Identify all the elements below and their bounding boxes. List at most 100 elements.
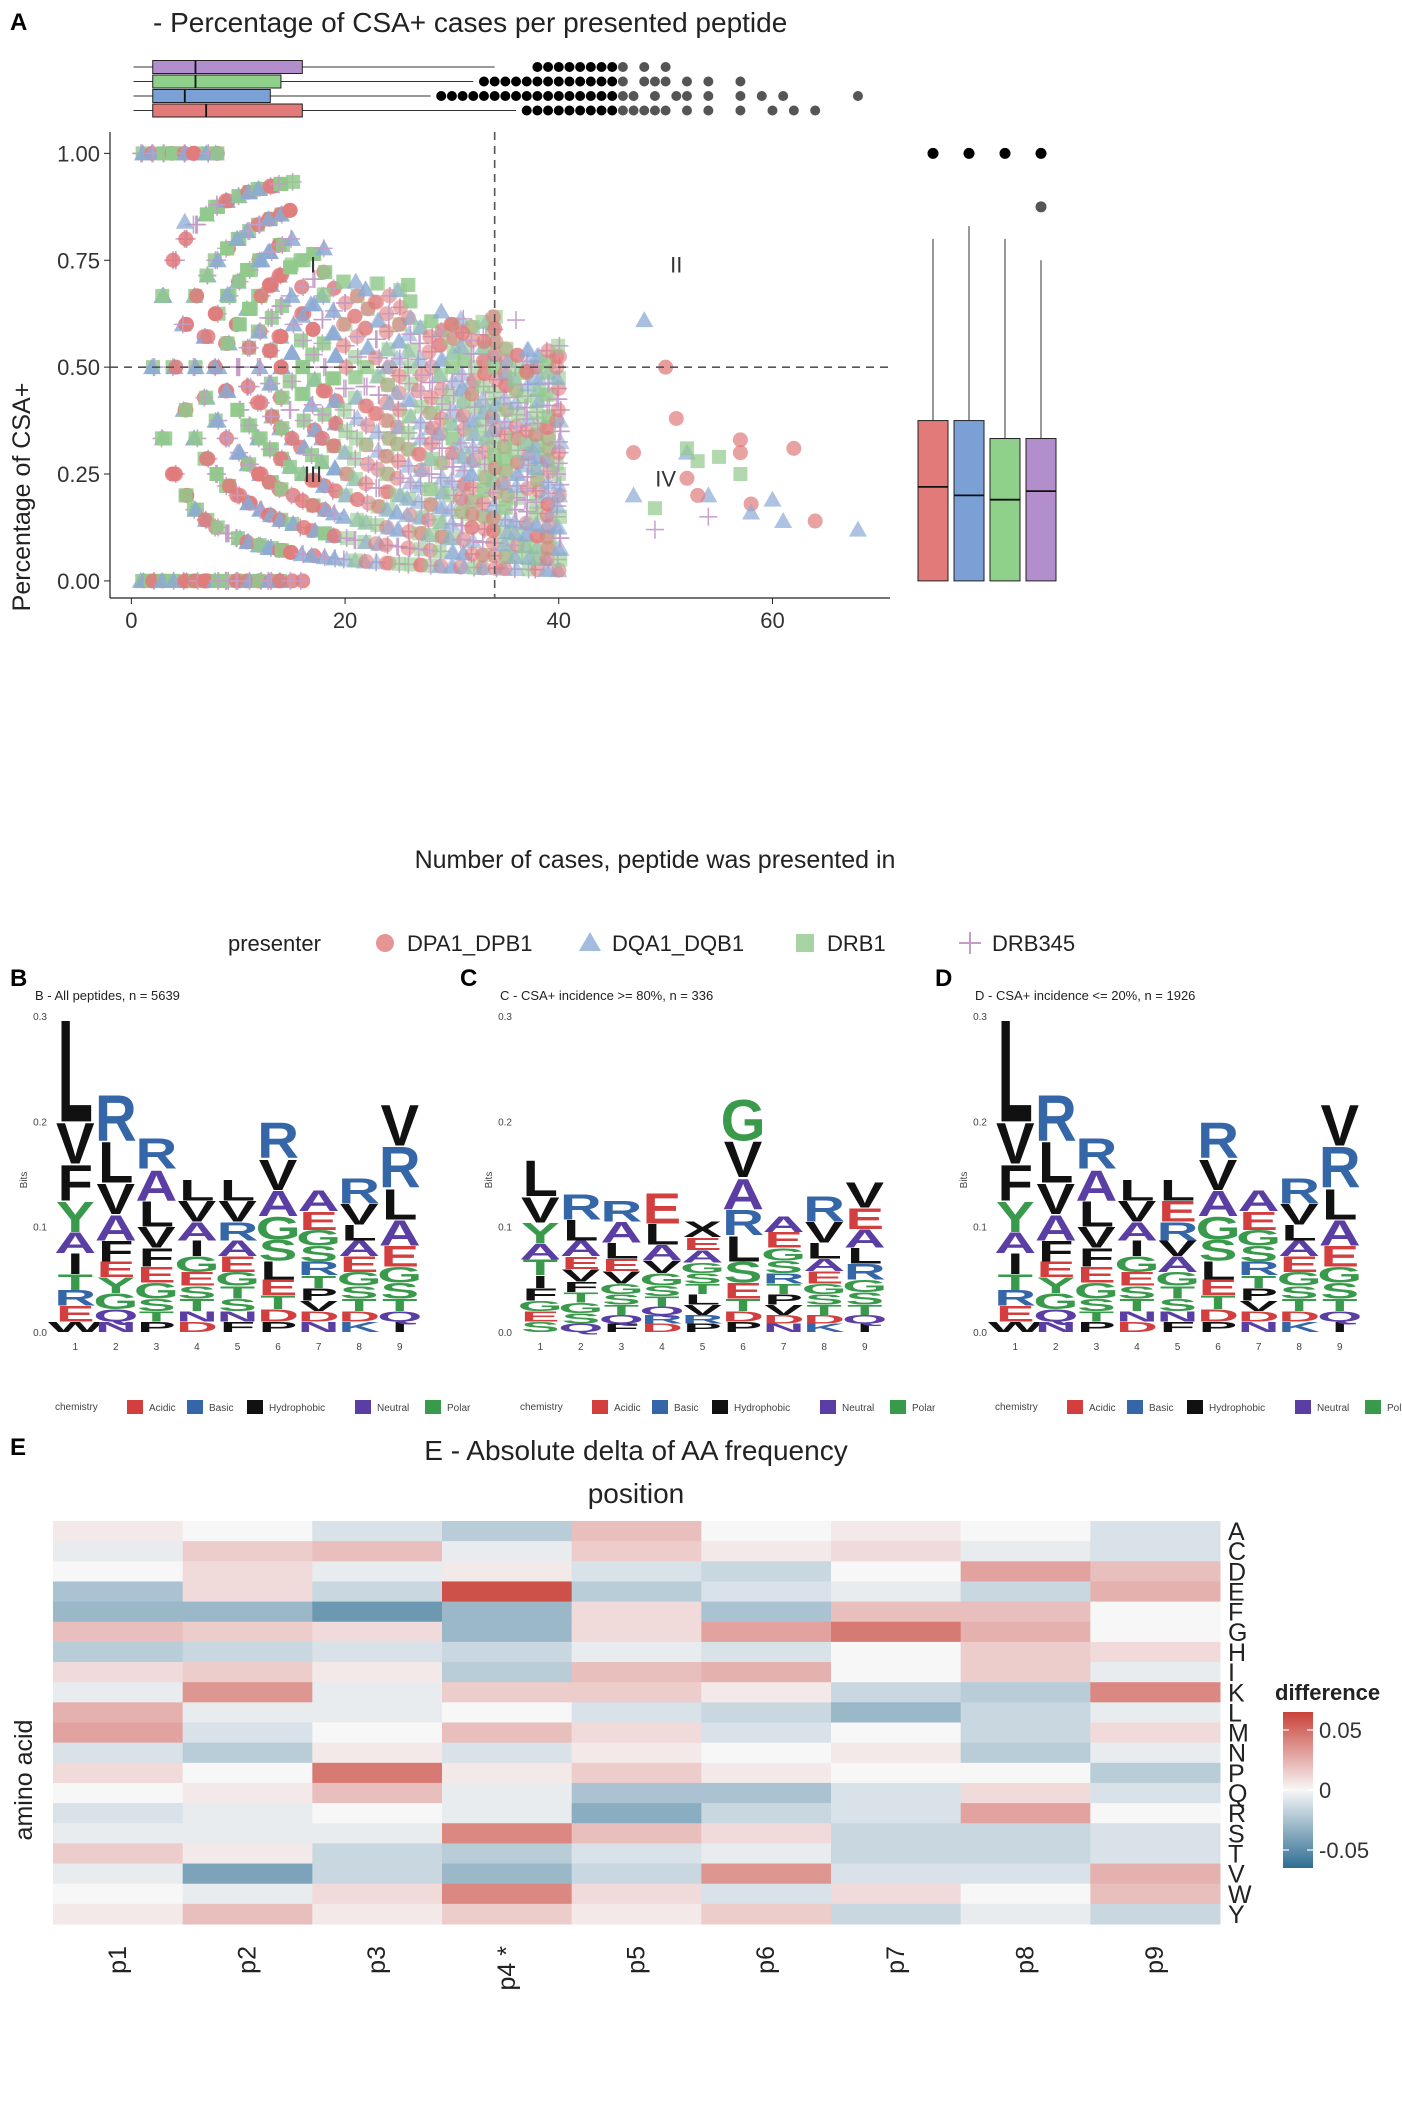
top-box-outlier [532,91,543,101]
point-dpa1-dpb1 [253,288,269,304]
point-drb345 [411,334,430,353]
point-drb1 [539,442,554,457]
heatmap-cell [182,1581,313,1603]
legend-label: DRB345 [992,931,1075,956]
heatmap-row-label: M [1228,1720,1249,1748]
logo-legend-key [890,1400,906,1414]
point-dqa1-dqb1 [346,272,365,289]
logo-letter: E [218,1252,257,1277]
logo-letter: L [139,1194,174,1235]
point-drb345 [217,429,236,448]
heatmap-cell [312,1883,443,1905]
point-dpa1-dpb1 [519,363,535,379]
logo-letter: S [218,1295,257,1315]
point-drb345 [240,338,259,357]
logo-letter: G [842,1276,887,1296]
point-drb1 [210,520,225,535]
logo-x-tick: 6 [275,1342,281,1353]
point-dqa1-dqb1 [399,325,418,342]
point-drb1 [510,407,525,422]
logo-letter: A [1035,1208,1077,1249]
point-drb1 [487,385,502,400]
logo-letter: F [1038,1235,1073,1267]
point-dqa1-dqb1 [505,524,524,541]
logo-letter: S [724,1256,763,1288]
point-dqa1-dqb1 [250,251,269,268]
logo-letter: S [1280,1283,1319,1303]
point-drb1 [358,437,373,452]
logo-x-tick: 3 [1094,1342,1100,1353]
point-drb1 [690,454,705,469]
point-dqa1-dqb1 [529,391,548,408]
logo-letter: I [1129,1237,1145,1262]
point-drb345 [550,336,569,355]
heatmap-column-label: p1 [104,1946,132,1974]
top-box-outlier [703,91,714,101]
logo-letter: A [1278,1237,1320,1262]
logo-y-tick: 0.0 [498,1328,512,1339]
heatmap-cell [1090,1541,1221,1562]
heatmap-cell [182,1702,313,1723]
point-dpa1-dpb1 [668,410,684,426]
logo-letter: R [136,1129,178,1178]
heatmap-row-label: R [1228,1800,1246,1828]
point-dqa1-dqb1 [359,338,378,355]
heatmap-cell [960,1722,1091,1744]
heatmap-cell [571,1742,702,1764]
heatmap-cell [312,1903,443,1925]
top-box-outlier [532,105,543,116]
point-drb345 [346,449,365,468]
heatmap-cell [571,1782,702,1804]
point-drb1 [274,482,289,497]
heatmap-cell [442,1561,573,1582]
logo-letter: T [1322,1295,1357,1315]
heatmap-cell [1090,1621,1221,1643]
logo-x-tick: 4 [659,1342,665,1353]
heatmap-cell [831,1803,962,1824]
top-box-outlier [596,91,607,101]
point-dpa1-dpb1 [262,343,278,359]
x-axis-title: Number of cases, peptide was presented i… [415,846,896,874]
point-dqa1-dqb1 [505,548,524,565]
top-box-outlier [478,91,489,101]
top-box-outlier [681,91,692,101]
top-box-outlier [489,76,500,87]
logo-legend-key [652,1400,668,1414]
heatmap-cell [1090,1521,1221,1542]
top-box-outlier [703,105,714,116]
point-drb1 [306,372,321,387]
logo-letter: V [996,1111,1035,1176]
logo-letter: T [644,1294,680,1310]
logo-y-tick: 0.1 [33,1223,47,1234]
logo-letter: F [139,1243,174,1273]
logo-letter: T [807,1302,843,1318]
heatmap-cell [53,1903,184,1925]
logo-y-tick: 0.3 [498,1012,512,1023]
top-box-outlier [532,62,543,72]
point-drb345 [367,330,386,349]
point-dqa1-dqb1 [325,549,344,566]
heatmap-cell [960,1903,1091,1925]
point-dpa1-dpb1 [185,145,201,161]
logo-letter: R [641,1313,683,1326]
logo-letter: E [1199,1276,1238,1301]
logo-letter: W [988,1319,1043,1335]
point-dpa1-dpb1 [732,432,748,448]
heatmap-cell [831,1823,962,1844]
top-box-outlier [500,76,511,87]
point-dqa1-dqb1 [293,306,312,323]
heatmap-cell [312,1601,443,1623]
heatmap-cell [571,1762,702,1784]
logo-letter: V [178,1195,217,1227]
heatmap-cell [571,1621,702,1643]
logo-letter: G [1196,1210,1241,1246]
logo-letter: L [563,1214,598,1246]
point-dpa1-dpb1 [509,347,525,363]
heatmap-cell [182,1621,313,1643]
logo-letter: I [1007,1248,1023,1280]
point-drb345 [443,372,462,391]
logo-letter: N [176,1308,218,1324]
logo-letter: E [764,1228,803,1253]
top-box-outlier [649,105,660,116]
point-dpa1-dpb1 [444,316,460,332]
